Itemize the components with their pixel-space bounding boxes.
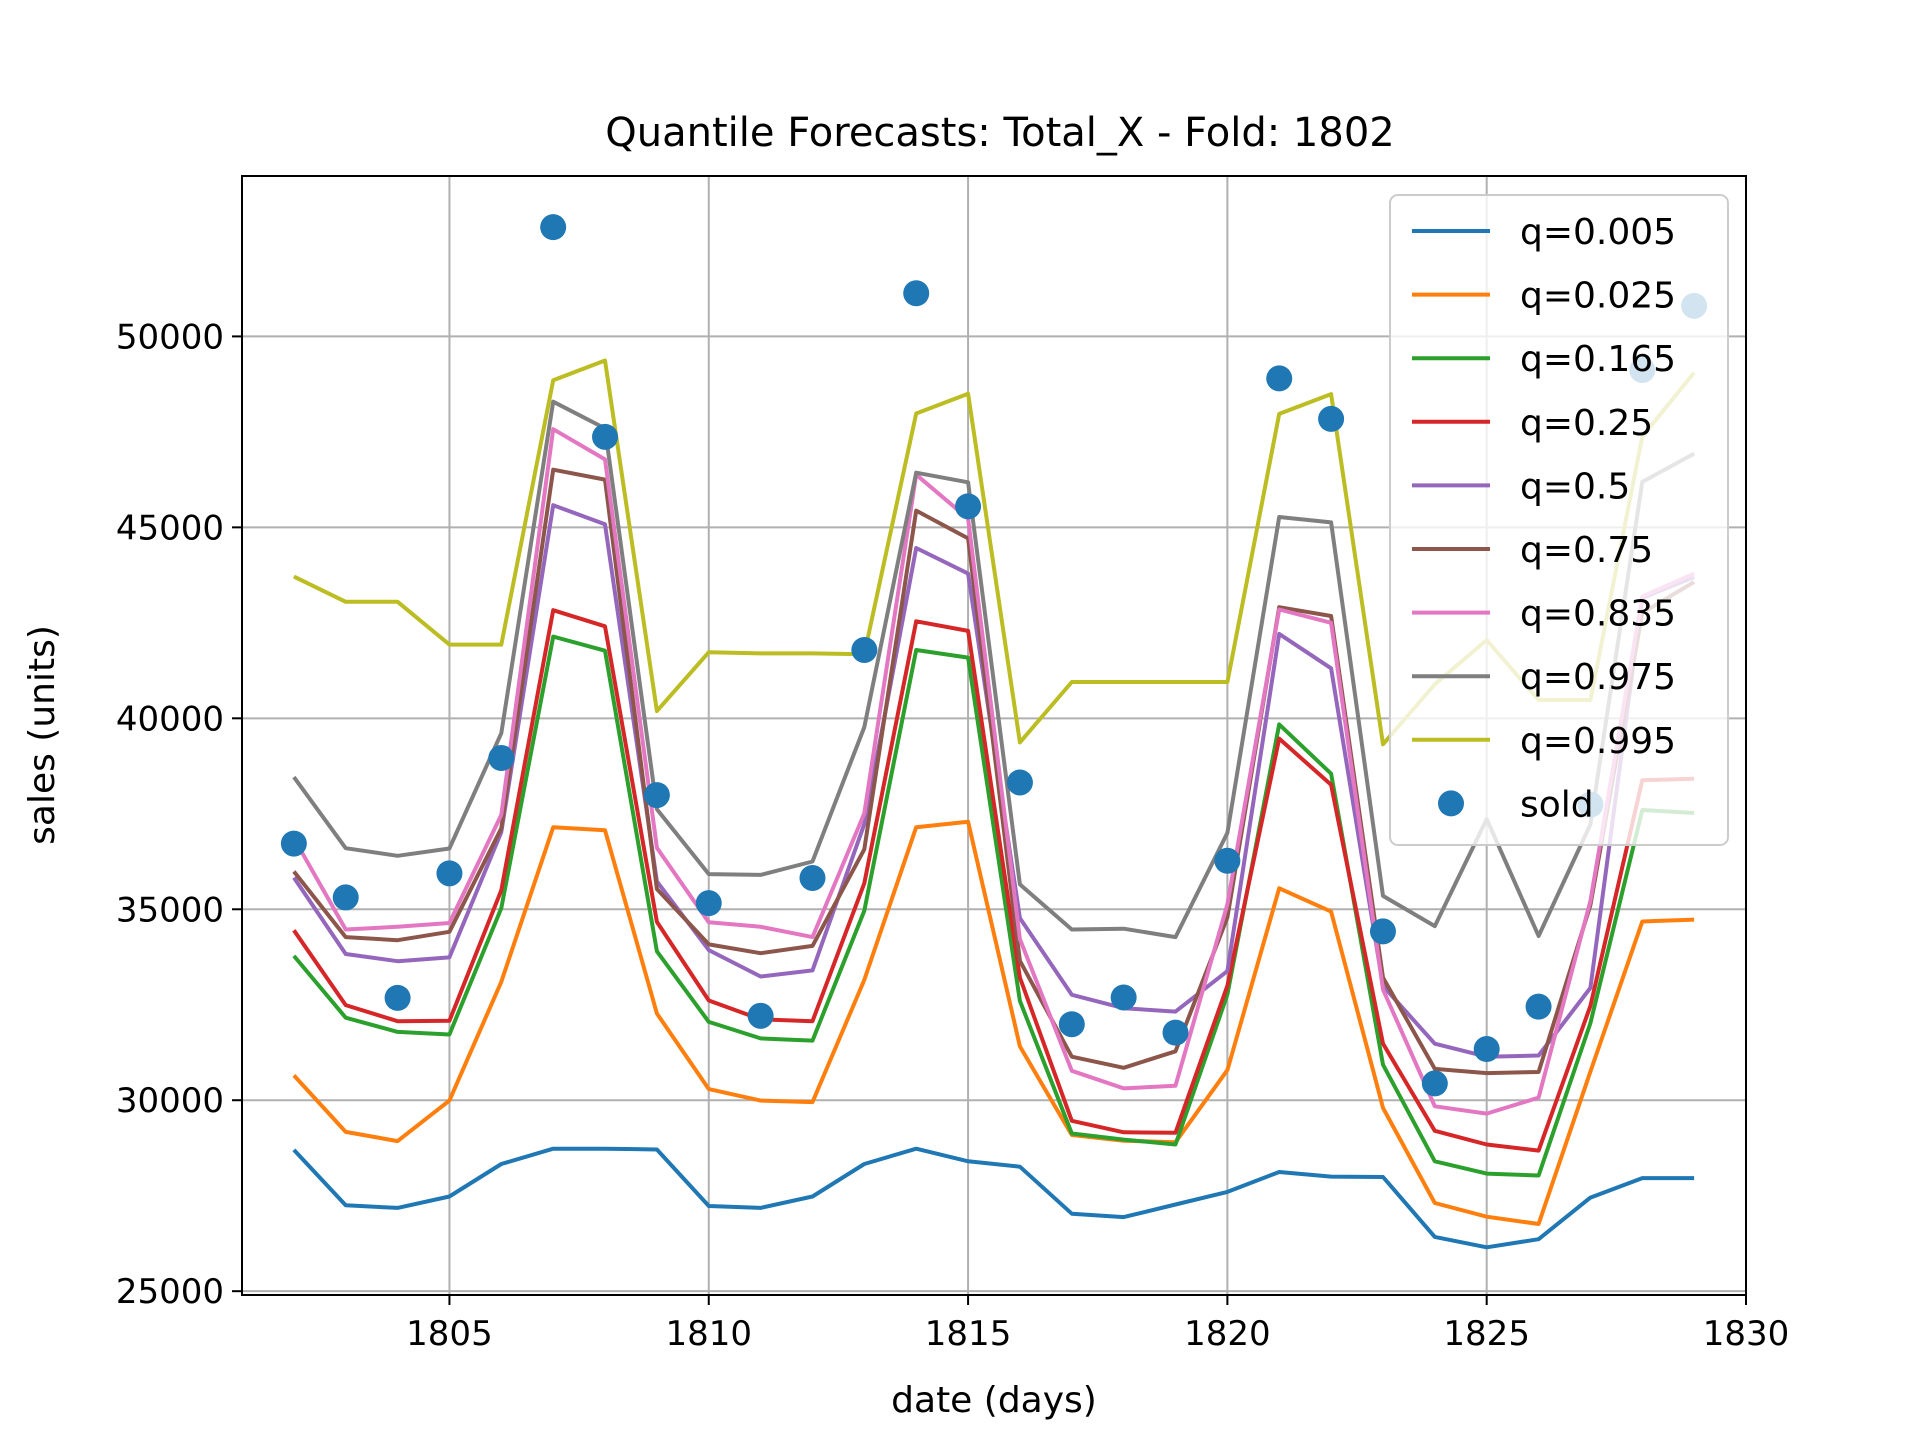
sold-point [384,984,411,1011]
sold-point [1110,984,1137,1011]
sold-point [1006,769,1033,796]
series-line-q=0.975 [292,399,1696,940]
sold-point [540,214,567,241]
sold-point [1369,918,1396,945]
sold-point [1266,365,1293,392]
legend-entry-sold: sold [1520,784,1594,825]
x-axis-ticks: 1805 1810 1815 1820 1825 1830 [406,1295,1789,1354]
y-tick-label: 25000 [116,1272,224,1312]
legend-entry: q=0.75 [1520,530,1653,571]
x-tick-label: 1825 [1443,1314,1530,1354]
sold-point [955,493,982,520]
sold-point [695,890,722,917]
x-axis-label: date (days) [891,1380,1097,1421]
y-tick-label: 40000 [116,699,224,739]
legend: q=0.005 q=0.025 q=0.165 q=0.25 q=0.5 q=0.75 q=… [1389,194,1729,846]
sold-point [1058,1011,1085,1038]
y-tick-label: 30000 [116,1081,224,1121]
x-tick-label: 1805 [406,1314,493,1354]
chart-title: Quantile Forecasts: Total_X - Fold: 1802 [605,110,1394,156]
legend-entry: q=0.835 [1520,594,1676,635]
legend-entry: q=0.5 [1520,466,1630,507]
x-tick-label: 1830 [1703,1314,1790,1354]
sold-point [1525,993,1552,1020]
legend-entry: q=0.975 [1520,657,1676,698]
x-tick-label: 1815 [925,1314,1012,1354]
legend-entry: q=0.165 [1520,339,1676,380]
legend-entry: q=0.025 [1520,276,1676,317]
sold-point [1318,405,1345,432]
series-line-q=0.75 [292,467,1696,1076]
sold-point [592,423,619,450]
sold-point [799,864,826,891]
sold-point [1473,1036,1500,1063]
series-line-q=0.005 [292,1146,1695,1250]
sold-point [1421,1070,1448,1097]
sold-point [332,884,359,911]
sold-point [903,280,930,307]
legend-entry: q=0.25 [1520,403,1653,444]
x-tick-label: 1810 [665,1314,752,1354]
y-tick-label: 50000 [116,317,224,357]
sold-point [747,1002,774,1029]
y-tick-label: 45000 [116,508,224,548]
legend-swatch-sold [1438,790,1464,817]
series-lines [292,358,1696,1250]
sold-point [851,636,878,663]
x-tick-label: 1820 [1184,1314,1271,1354]
sold-point [280,830,307,857]
sold-point [436,860,463,887]
plot-frame [241,175,1747,1296]
sold-point [488,745,515,772]
y-axis-label: sales (units) [22,625,63,845]
y-axis-ticks: 25000 30000 35000 40000 45000 50000 [116,317,242,1312]
legend-entry: q=0.995 [1520,721,1676,762]
sold-point [1162,1019,1189,1046]
y-tick-label: 35000 [116,890,224,930]
series-line-q=0.165 [292,634,1695,1178]
series-line-q=0.025 [292,819,1695,1226]
series-line-q=0.835 [292,427,1695,1116]
legend-entry: q=0.005 [1520,212,1676,253]
sold-point [1214,847,1241,874]
sold-point [643,782,670,809]
series-line-q=0.25 [292,608,1695,1153]
